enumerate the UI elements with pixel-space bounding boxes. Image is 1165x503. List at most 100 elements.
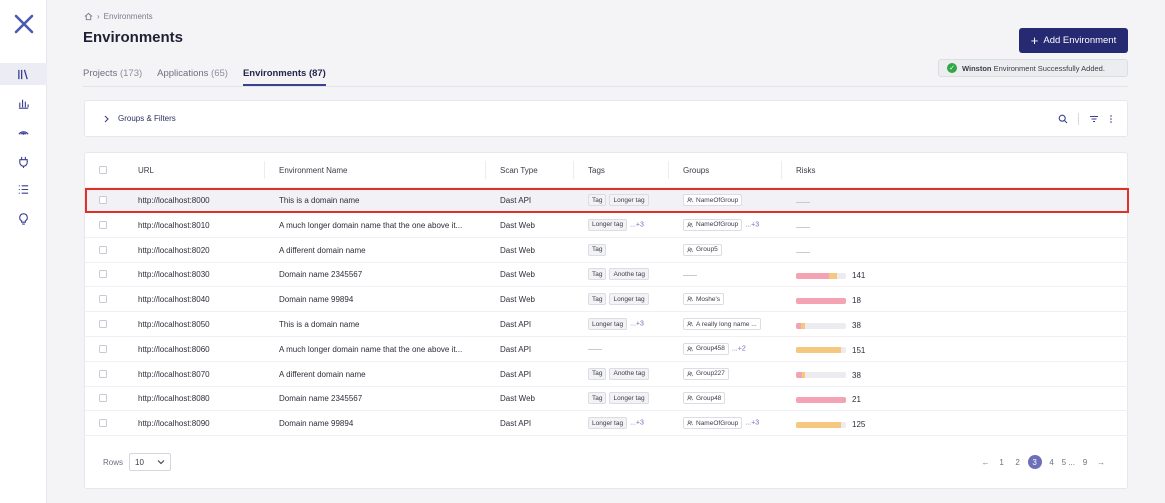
- cell-url[interactable]: http://localhost:8010: [138, 220, 210, 230]
- cell-url[interactable]: http://localhost:8070: [138, 369, 210, 379]
- cell-scan-type: Dast API: [500, 320, 532, 329]
- table-row[interactable]: http://localhost:8090 Domain name 99894 Da…: [85, 411, 1129, 437]
- cell-scan-type: Dast Web: [500, 270, 535, 280]
- row-checkbox[interactable]: [99, 369, 107, 378]
- cell-tags: Tag Anothe tag: [588, 268, 652, 281]
- nav-library[interactable]: [0, 63, 47, 85]
- cell-url[interactable]: http://localhost:8060: [138, 344, 210, 354]
- header-tags[interactable]: Tags: [588, 166, 605, 175]
- tags-more-link[interactable]: ...+3: [630, 320, 644, 328]
- page-link[interactable]: 4: [1049, 457, 1054, 467]
- tag-chip: Tag: [588, 293, 607, 306]
- cell-scan-type: Dast API: [500, 344, 532, 354]
- groups-more-link[interactable]: ...+2: [731, 345, 746, 353]
- row-checkbox[interactable]: [99, 320, 107, 328]
- row-checkbox[interactable]: [99, 220, 107, 229]
- empty-dash: [588, 349, 602, 351]
- filter-icon[interactable]: [1089, 114, 1099, 124]
- search-icon[interactable]: [1058, 114, 1068, 124]
- row-checkbox[interactable]: [99, 245, 107, 254]
- cell-scan-type: Dast Web: [500, 245, 535, 255]
- x-logo-icon[interactable]: [14, 14, 34, 34]
- next-page-arrow-icon[interactable]: →: [1097, 457, 1105, 467]
- tab-projects[interactable]: Projects (173): [83, 62, 142, 86]
- header-url[interactable]: URL: [138, 166, 155, 175]
- table-row[interactable]: http://localhost:8050 This is a domain na…: [85, 312, 1129, 337]
- row-checkbox[interactable]: [99, 270, 107, 279]
- add-environment-label: Add Environment: [1043, 35, 1117, 46]
- risk-bar-low: [796, 347, 841, 354]
- page-link[interactable]: 2: [1015, 457, 1020, 467]
- table-row[interactable]: http://localhost:8020 A different domain …: [85, 238, 1129, 263]
- cell-scan-type: Dast Web: [500, 220, 535, 230]
- header-risks[interactable]: Risks: [796, 166, 816, 175]
- breadcrumb-current[interactable]: Environments: [103, 12, 153, 21]
- prev-page-arrow-icon[interactable]: ←: [981, 457, 990, 467]
- cell-scan-type: Dast Web: [500, 295, 535, 305]
- cell-url[interactable]: http://localhost:8020: [138, 245, 210, 255]
- page-link[interactable]: 9: [1082, 457, 1088, 467]
- nav-insights[interactable]: [0, 207, 47, 229]
- cell-tags: Tag Longer tag: [588, 293, 652, 306]
- cell-url[interactable]: http://localhost:8030: [138, 270, 210, 280]
- table-row[interactable]: http://localhost:8060 A much longer domai…: [85, 337, 1129, 362]
- sidebar: [0, 0, 47, 503]
- table-row[interactable]: http://localhost:8010 A much longer domai…: [85, 213, 1129, 238]
- table-row[interactable]: http://localhost:8000 This is a domain na…: [85, 188, 1129, 213]
- cell-groups: NameOfGroup ...+3: [683, 417, 760, 430]
- table-row[interactable]: http://localhost:8080 Domain name 2345567…: [85, 386, 1129, 412]
- risk-bar: [796, 272, 846, 279]
- tab-applications[interactable]: Applications (65): [157, 62, 228, 86]
- more-vertical-icon[interactable]: [1109, 114, 1113, 124]
- cell-url[interactable]: http://localhost:8090: [138, 419, 210, 429]
- table-row[interactable]: http://localhost:8030 Domain name 2345567…: [85, 262, 1129, 288]
- tags-more-link[interactable]: ...+3: [630, 419, 644, 427]
- row-checkbox[interactable]: [99, 394, 107, 403]
- risk-bar-high: [796, 272, 829, 279]
- cell-url[interactable]: http://localhost:8040: [138, 295, 210, 305]
- table-header: URL Environment Name Scan Type Tags Grou…: [85, 153, 1129, 188]
- groups-more-link[interactable]: ...+3: [745, 419, 760, 427]
- nav-integrations[interactable]: [0, 150, 47, 172]
- row-checkbox[interactable]: [99, 295, 107, 304]
- groups-more-link[interactable]: ...+3: [745, 221, 760, 229]
- table-row[interactable]: http://localhost:8040 Domain name 99894 Da…: [85, 287, 1129, 313]
- row-checkbox[interactable]: [99, 344, 107, 353]
- row-checkbox[interactable]: [99, 419, 107, 428]
- cell-url[interactable]: http://localhost:8000: [138, 196, 210, 205]
- tabs-divider: [83, 86, 1128, 87]
- empty-dash: [796, 227, 810, 229]
- nav-analytics[interactable]: [0, 92, 47, 114]
- cell-groups: Group458 ...+2: [683, 342, 746, 355]
- groups-filters-toggle[interactable]: Groups & Filters: [103, 114, 176, 123]
- group-chip: A really long name ...: [683, 318, 761, 330]
- group-chip: Group458: [683, 342, 729, 355]
- chevron-right-icon: [104, 115, 109, 122]
- nav-list[interactable]: [0, 178, 47, 200]
- tag-chip: Longer tag: [588, 218, 628, 231]
- tabs: Projects (173) Applications (65) Environ…: [83, 62, 341, 86]
- table-row[interactable]: http://localhost:8070 A different domain …: [85, 362, 1129, 387]
- cell-url[interactable]: http://localhost:8050: [138, 320, 210, 329]
- column-divider: [485, 161, 486, 179]
- home-icon[interactable]: [84, 12, 93, 21]
- cell-url[interactable]: http://localhost:8080: [138, 394, 210, 404]
- header-environment-name[interactable]: Environment Name: [279, 166, 348, 175]
- page-current[interactable]: 3: [1027, 455, 1042, 469]
- breadcrumb-separator: ›: [97, 12, 100, 21]
- plus-icon: +: [1030, 33, 1039, 48]
- add-environment-button[interactable]: + Add Environment: [1019, 28, 1128, 53]
- select-all-checkbox[interactable]: [99, 166, 107, 174]
- nav-signal[interactable]: [0, 120, 47, 142]
- row-checkbox[interactable]: [99, 196, 107, 204]
- breadcrumb: › Environments: [84, 12, 153, 21]
- header-groups[interactable]: Groups: [683, 166, 710, 175]
- group-chip-label: Moshe's: [696, 295, 721, 303]
- page-link[interactable]: 5 ...: [1061, 457, 1075, 467]
- tab-environments[interactable]: Environments (87): [242, 62, 326, 86]
- rows-select[interactable]: 10: [129, 453, 172, 471]
- toast-message: Environment Successfully Added.: [993, 63, 1105, 73]
- header-scan-type[interactable]: Scan Type: [500, 166, 538, 175]
- tags-more-link[interactable]: ...+3: [630, 221, 644, 229]
- page-link[interactable]: 1: [999, 457, 1004, 467]
